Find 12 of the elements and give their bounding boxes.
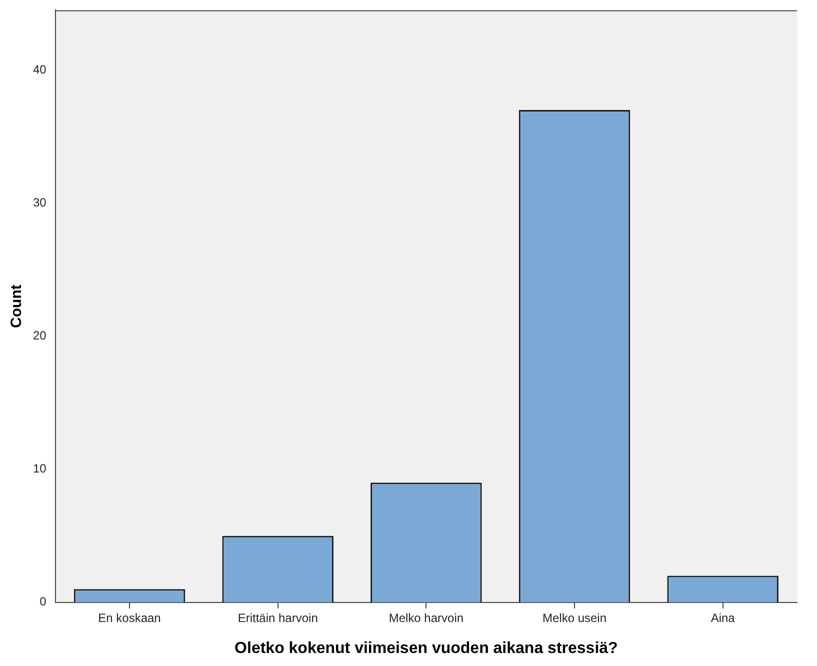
- x-tick-label: Melko harvoin: [388, 610, 464, 625]
- y-axis-title: Count: [8, 284, 26, 328]
- x-tick-label: En koskaan: [98, 610, 161, 625]
- y-tick-label: 20: [32, 328, 47, 343]
- y-tick-label: 10: [32, 462, 47, 476]
- y-tick-label: 40: [32, 62, 47, 76]
- x-tick-label: Melko usein: [542, 610, 607, 625]
- x-tick-label: Erittäin harvoin: [238, 610, 318, 625]
- y-tick-label: 30: [32, 195, 47, 210]
- x-axis-title: Oletko kokenut viimeisen vuoden aikana stressiä?: [234, 640, 618, 657]
- y-tick-label: 0: [40, 594, 47, 609]
- x-tick-label: Aina: [710, 610, 736, 625]
